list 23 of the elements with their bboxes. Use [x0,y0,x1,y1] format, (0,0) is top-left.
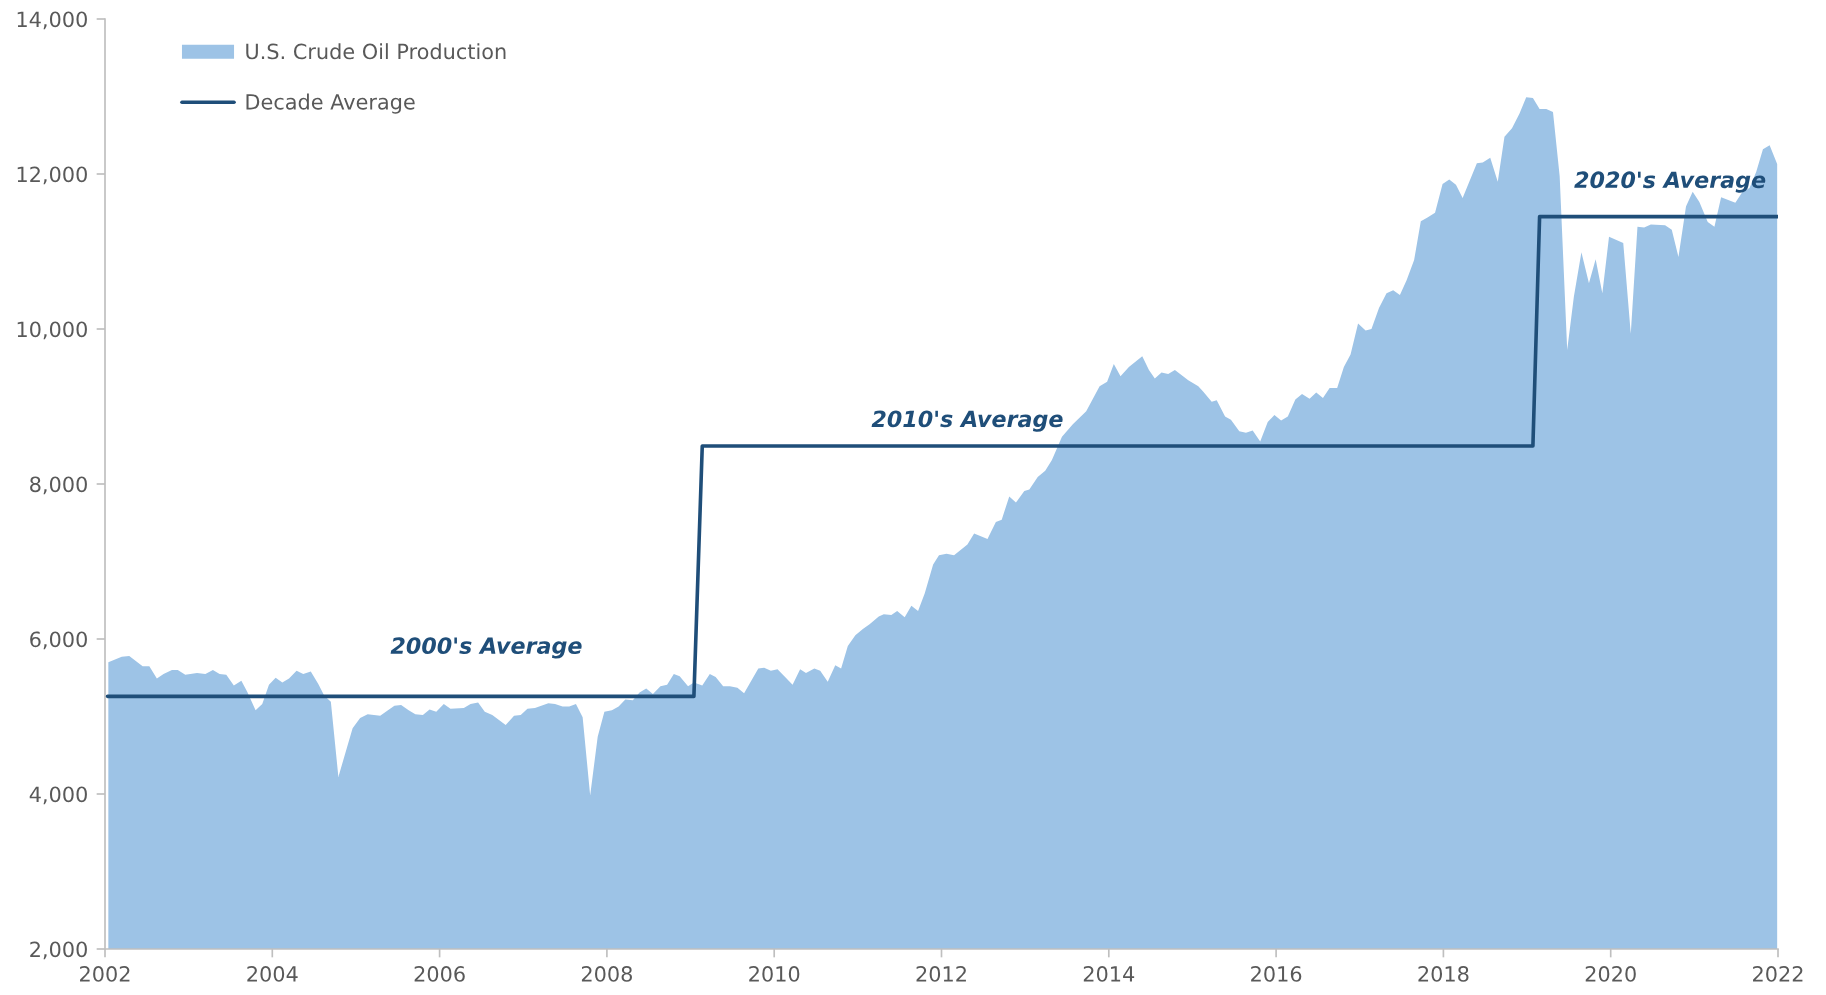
x-tick-label: 2010 [749,966,800,982]
x-tick-label: 2008 [581,966,632,982]
legend-label: Decade Average [246,93,415,114]
x-tick-label: 2018 [1418,966,1469,982]
y-tick-label: 14,000 [17,11,87,30]
x-tick-label: 2004 [247,966,298,982]
y-tick-label: 12,000 [17,166,87,185]
y-tick-label: 8,000 [30,476,87,495]
y-tick-label: 10,000 [17,321,87,340]
x-tick-label: 2012 [916,966,966,982]
x-tick-label: 2022 [1753,966,1803,982]
x-tick-label: 2016 [1251,966,1302,982]
annotation: 2000's Average [390,637,582,659]
x-tick-label: 2006 [414,966,465,982]
annotation: 2020's Average [1574,171,1766,193]
x-tick-label: 2014 [1083,966,1135,982]
x-tick-label: 2020 [1585,966,1636,982]
annotation: 2010's Average [871,410,1063,432]
y-tick-label: 2,000 [30,941,87,960]
y-tick-label: 4,000 [29,786,87,805]
x-tick-label: 2002 [80,966,130,982]
legend-label: U.S. Crude Oil Production [246,43,506,60]
y-tick-label: 6,000 [30,631,87,650]
